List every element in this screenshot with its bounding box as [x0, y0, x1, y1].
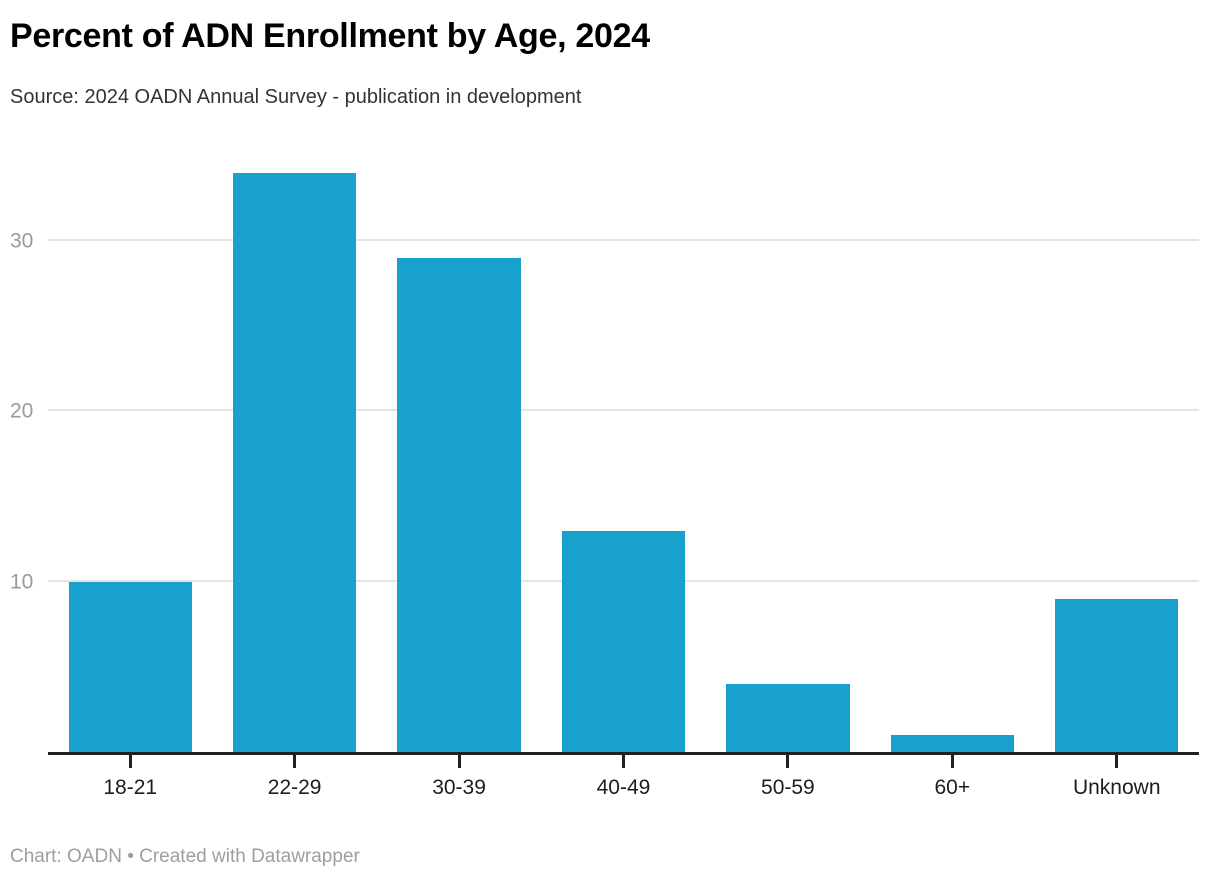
plot-area: 10 20 30: [10, 156, 1199, 755]
x-slot-60+: 60+: [870, 755, 1034, 800]
y-tick-label-20: 20: [10, 399, 34, 423]
bar-30-39: [397, 258, 521, 752]
x-slot-40-49: 40-49: [541, 755, 705, 800]
x-slot-50-59: 50-59: [706, 755, 870, 800]
x-axis: 18-21 22-29 30-39 40-49 50-59 60+ Unknown: [48, 755, 1199, 800]
bar-40-49: [561, 530, 686, 752]
chart-footer-byline: Chart: OADN • Created with Datawrapper: [10, 846, 360, 867]
x-slot-22-29: 22-29: [212, 755, 376, 800]
chart-title: Percent of ADN Enrollment by Age, 2024: [10, 17, 650, 55]
bar-slot-18-21: [48, 156, 212, 752]
x-label-30-39: 30-39: [432, 776, 486, 799]
x-label-22-29: 22-29: [267, 776, 322, 799]
x-tick-22-29: [293, 755, 297, 768]
y-tick-label-10: 10: [10, 570, 34, 594]
bars-row: [48, 156, 1199, 752]
x-label-60+: 60+: [934, 776, 971, 799]
x-tick-Unknown: [1115, 755, 1119, 768]
bar-slot-22-29: [212, 156, 376, 752]
y-gridline-30: [48, 239, 1199, 242]
bar-slot-Unknown: [1035, 156, 1199, 752]
bar-22-29: [232, 173, 357, 752]
x-slot-Unknown: Unknown: [1035, 755, 1199, 800]
bar-60+: [890, 734, 1014, 752]
x-slot-30-39: 30-39: [377, 755, 541, 800]
x-tick-60+: [950, 755, 954, 768]
chart-source-note: Source: 2024 OADN Annual Survey - public…: [10, 86, 582, 108]
y-gridline-20: [48, 409, 1199, 412]
x-label-18-21: 18-21: [103, 776, 158, 799]
bar-50-59: [726, 683, 850, 752]
x-label-Unknown: Unknown: [1072, 776, 1161, 799]
x-tick-50-59: [786, 755, 790, 768]
bar-slot-30-39: [377, 156, 541, 752]
x-tick-40-49: [621, 755, 625, 768]
bar-slot-60+: [870, 156, 1034, 752]
bar-Unknown: [1055, 598, 1179, 752]
y-tick-label-30: 30: [10, 229, 34, 253]
bar-18-21: [68, 581, 192, 752]
bar-slot-50-59: [706, 156, 870, 752]
x-tick-30-39: [457, 755, 461, 768]
bar-slot-40-49: [541, 156, 705, 752]
x-tick-18-21: [128, 755, 132, 768]
x-slot-18-21: 18-21: [48, 755, 212, 800]
x-label-50-59: 50-59: [761, 776, 815, 799]
x-label-40-49: 40-49: [596, 776, 651, 799]
